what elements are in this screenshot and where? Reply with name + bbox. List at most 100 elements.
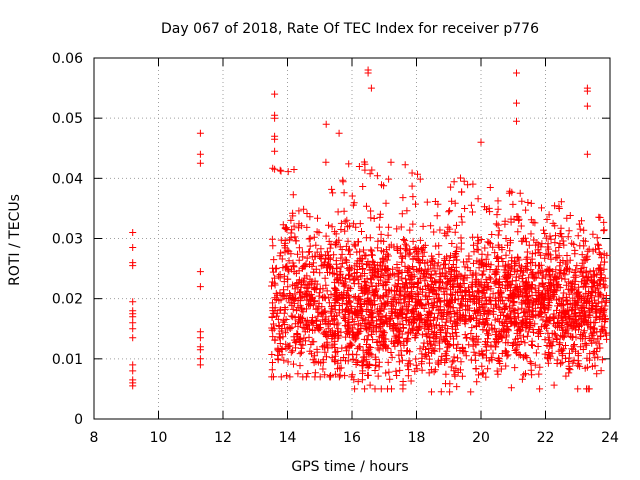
data-point	[445, 303, 453, 310]
data-point	[330, 251, 338, 259]
data-point	[316, 253, 324, 260]
data-point	[598, 254, 606, 262]
data-point	[284, 358, 292, 366]
data-point	[473, 378, 481, 386]
data-point	[280, 309, 288, 317]
data-point	[289, 212, 297, 220]
data-point	[408, 275, 416, 283]
data-point	[467, 388, 475, 396]
data-point	[353, 351, 361, 359]
data-point	[462, 352, 470, 360]
data-point	[382, 369, 390, 377]
data-point	[448, 291, 456, 299]
data-point	[343, 323, 351, 331]
data-point	[460, 280, 468, 287]
data-point	[596, 251, 604, 258]
data-point	[603, 251, 611, 259]
data-point	[407, 328, 415, 336]
data-point	[501, 306, 508, 314]
data-point	[315, 229, 323, 237]
data-point	[536, 363, 544, 371]
data-point	[360, 299, 368, 307]
data-point	[129, 334, 137, 342]
data-point	[322, 158, 330, 166]
data-point	[385, 368, 393, 376]
data-point	[370, 215, 378, 222]
data-point	[402, 245, 410, 253]
data-point	[398, 356, 406, 364]
data-point	[342, 242, 350, 250]
data-point	[326, 320, 334, 328]
data-point	[269, 164, 277, 172]
data-point	[442, 318, 450, 326]
data-point	[289, 191, 297, 199]
data-point	[487, 341, 495, 349]
data-point	[416, 345, 424, 353]
data-point	[436, 339, 443, 347]
data-point	[566, 256, 574, 264]
data-point	[595, 245, 603, 253]
data-point	[509, 200, 517, 208]
data-point	[547, 282, 555, 290]
data-point	[466, 267, 474, 275]
data-point	[591, 319, 599, 326]
data-point	[421, 351, 429, 359]
data-point	[443, 315, 451, 323]
data-point	[286, 373, 294, 381]
data-point	[354, 359, 362, 366]
data-point	[461, 348, 469, 356]
data-point	[494, 370, 502, 378]
data-point	[387, 241, 395, 249]
data-point	[298, 315, 306, 323]
data-point	[494, 262, 502, 270]
data-point	[405, 357, 413, 365]
data-point	[333, 238, 341, 246]
data-point	[473, 323, 480, 330]
data-point	[503, 274, 511, 282]
data-point	[196, 129, 204, 137]
data-point	[546, 352, 554, 360]
data-point	[355, 238, 362, 246]
data-point	[485, 239, 493, 247]
data-point	[477, 281, 485, 289]
data-point	[465, 341, 473, 349]
data-point	[317, 245, 325, 253]
data-point	[315, 292, 323, 300]
data-point	[274, 344, 282, 352]
data-point	[322, 255, 330, 263]
data-point	[349, 328, 357, 336]
data-point	[436, 345, 444, 353]
data-point	[591, 296, 598, 304]
data-point	[504, 293, 512, 301]
data-point	[426, 359, 433, 367]
data-point	[548, 330, 556, 337]
data-point	[333, 289, 341, 297]
data-point	[544, 285, 551, 293]
data-point	[290, 166, 298, 173]
data-point	[545, 349, 553, 356]
data-point	[508, 257, 515, 265]
data-point	[342, 333, 350, 341]
data-point	[383, 289, 390, 297]
y-axis-label: ROTI / TECUs	[7, 194, 23, 286]
data-point	[425, 314, 433, 321]
data-point	[583, 150, 591, 158]
data-point	[457, 174, 464, 182]
data-point	[522, 255, 530, 263]
data-point	[312, 265, 320, 273]
data-point	[403, 334, 411, 342]
data-point	[272, 265, 280, 273]
data-point	[275, 272, 283, 280]
data-point	[419, 252, 427, 260]
data-point	[513, 267, 521, 275]
data-point	[338, 250, 346, 258]
data-point	[271, 147, 279, 155]
data-point	[398, 210, 406, 218]
data-point	[530, 236, 538, 244]
data-point	[385, 175, 393, 183]
data-point	[382, 281, 390, 289]
data-point	[271, 90, 279, 98]
data-point	[427, 270, 435, 278]
data-point	[300, 334, 308, 342]
data-point	[361, 278, 369, 286]
